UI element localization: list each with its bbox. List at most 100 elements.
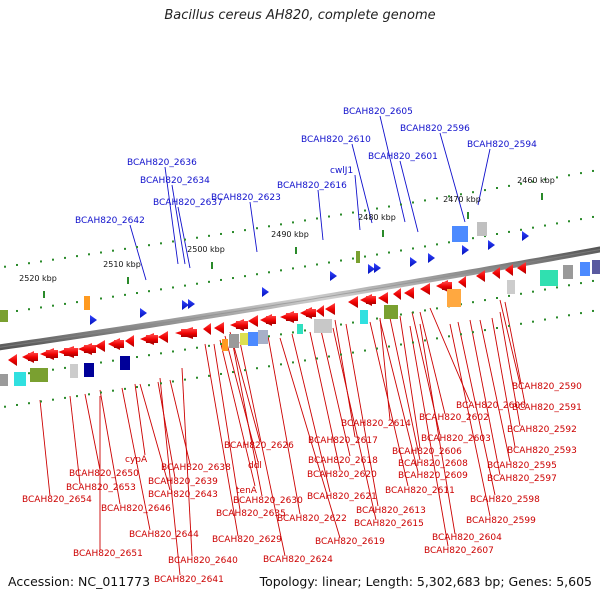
lower-track-dot: [280, 333, 282, 336]
lower-track-dot: [304, 329, 306, 332]
bottom-track-dot: [232, 371, 234, 374]
scale-track-dot: [172, 240, 174, 243]
gene-label-bottom: BCAH820_2591: [512, 403, 582, 413]
lower-track-dot: [52, 368, 54, 371]
gene-label-bottom-leader: [267, 335, 301, 515]
gene-reverse: [125, 335, 134, 347]
gene-label-bottom: BCAH820_2641: [154, 575, 224, 585]
gene-reverse-body: [28, 353, 38, 361]
gene-forward: [330, 271, 337, 281]
gene-reverse: [393, 288, 401, 300]
gene-label-bottom: BCAH820_2600: [456, 401, 526, 411]
scale-tick: [43, 291, 45, 298]
gene-label-bottom: BCAH820_2626: [224, 441, 294, 451]
lower-track-dot: [352, 321, 354, 324]
bottom-track-dot: [472, 331, 474, 334]
upper-track-dot: [508, 230, 510, 233]
scale-track-dot: [112, 249, 114, 252]
gene-forward: [188, 299, 195, 309]
upper-track-dot: [352, 257, 354, 260]
gene-label-bottom-leader: [319, 325, 351, 457]
lower-track-dot: [508, 294, 510, 297]
gene-label-top: BCAH820_2634: [140, 176, 210, 186]
scale-track-dot: [520, 182, 522, 185]
gene-label-bottom-leader: [229, 331, 261, 443]
gene-label-bottom: tenA: [236, 486, 258, 496]
gene-label-bottom-leader: [429, 307, 471, 403]
upper-track-dot: [520, 228, 522, 231]
bottom-track-dot: [244, 369, 246, 372]
gene-forward: [182, 300, 189, 310]
scale-track-dot: [28, 262, 30, 265]
bottom-track-dot: [196, 376, 198, 379]
gene-label-top: BCAH820_2616: [277, 181, 347, 191]
bottom-track-dot: [304, 359, 306, 362]
gene-label-bottom-leader: [169, 379, 191, 465]
gene-reverse-body: [64, 348, 78, 356]
gene-label-bottom-leader: [84, 393, 101, 471]
lower-track-dot: [412, 311, 414, 314]
scale-track-dot: [196, 236, 198, 239]
bottom-track-dot: [592, 309, 594, 312]
upper-track-dot: [304, 265, 306, 268]
gene-label-top-leader: [477, 148, 491, 206]
upper-track-dot: [268, 271, 270, 274]
scale-track-dot: [88, 253, 90, 256]
lower-track-dot: [160, 352, 162, 355]
bottom-track-dot: [280, 363, 282, 366]
upper-track-dot: [16, 309, 18, 312]
upper-track-dot: [196, 282, 198, 285]
bottom-track-dot: [556, 316, 558, 319]
lower-track-dot: [340, 323, 342, 326]
scale-track-dot: [580, 172, 582, 175]
gene-reverse: [325, 303, 335, 315]
gene-reverse: [158, 331, 168, 343]
upper-track-dot: [532, 226, 534, 229]
feature-block: [240, 333, 248, 345]
gene-label-bottom: BCAH820_2604: [432, 533, 502, 543]
gene-label-bottom-leader: [309, 331, 341, 471]
lower-track-dot: [568, 284, 570, 287]
upper-track-dot: [400, 249, 402, 252]
gene-label-bottom: BCAH820_2592: [507, 425, 577, 435]
gene-reverse: [404, 287, 414, 299]
feature-block: [360, 310, 368, 324]
gene-reverse: [8, 354, 17, 366]
gene-label-bottom: BCAH820_2643: [148, 490, 218, 500]
gene-reverse: [458, 276, 466, 288]
gene-label-bottom: BCAH820_2609: [398, 471, 468, 481]
gene-label-top-leader: [317, 189, 324, 241]
scale-label: 2500 kbp: [187, 245, 225, 254]
gene-label-bottom: BCAH820_2630: [233, 496, 303, 506]
gene-label-top: BCAH820_2594: [467, 140, 537, 150]
gene-label-bottom-leader: [491, 317, 516, 448]
gene-label-bottom-leader: [457, 321, 496, 496]
gene-reverse: [348, 296, 358, 308]
gene-reverse: [420, 283, 430, 295]
gene-label-bottom-leader: [134, 383, 146, 456]
lower-track-dot: [496, 296, 498, 299]
genome-summary: Topology: linear; Length: 5,302,683 bp; …: [259, 574, 592, 589]
gene-label-bottom: BCAH820_2640: [168, 556, 238, 566]
gene-label-bottom: BCAH820_2599: [466, 516, 536, 526]
bottom-track-dot: [496, 326, 498, 329]
bottom-track-dot: [100, 391, 102, 394]
gene-label-bottom: BCAH820_2638: [161, 463, 231, 473]
bottom-track-dot: [424, 339, 426, 342]
gene-label-top: cwlJ1: [330, 166, 353, 176]
gene-label-top: BCAH820_2642: [75, 216, 145, 226]
scale-track-dot: [544, 178, 546, 181]
bottom-track-dot: [376, 347, 378, 350]
upper-track-dot: [448, 241, 450, 244]
gene-reverse: [248, 315, 258, 327]
gene-label-bottom: BCAH820_2597: [487, 474, 557, 484]
upper-track-dot: [280, 269, 282, 272]
scale-track-dot: [364, 209, 366, 212]
gene-label-bottom: BCAH820_2598: [470, 495, 540, 505]
gene-label-bottom-leader: [231, 339, 263, 497]
scale-track-dot: [388, 205, 390, 208]
upper-track-dot: [556, 222, 558, 225]
scale-track-dot: [220, 232, 222, 235]
bottom-track-dot: [544, 318, 546, 321]
gene-label-bottom: BCAH820_2614: [341, 419, 411, 429]
